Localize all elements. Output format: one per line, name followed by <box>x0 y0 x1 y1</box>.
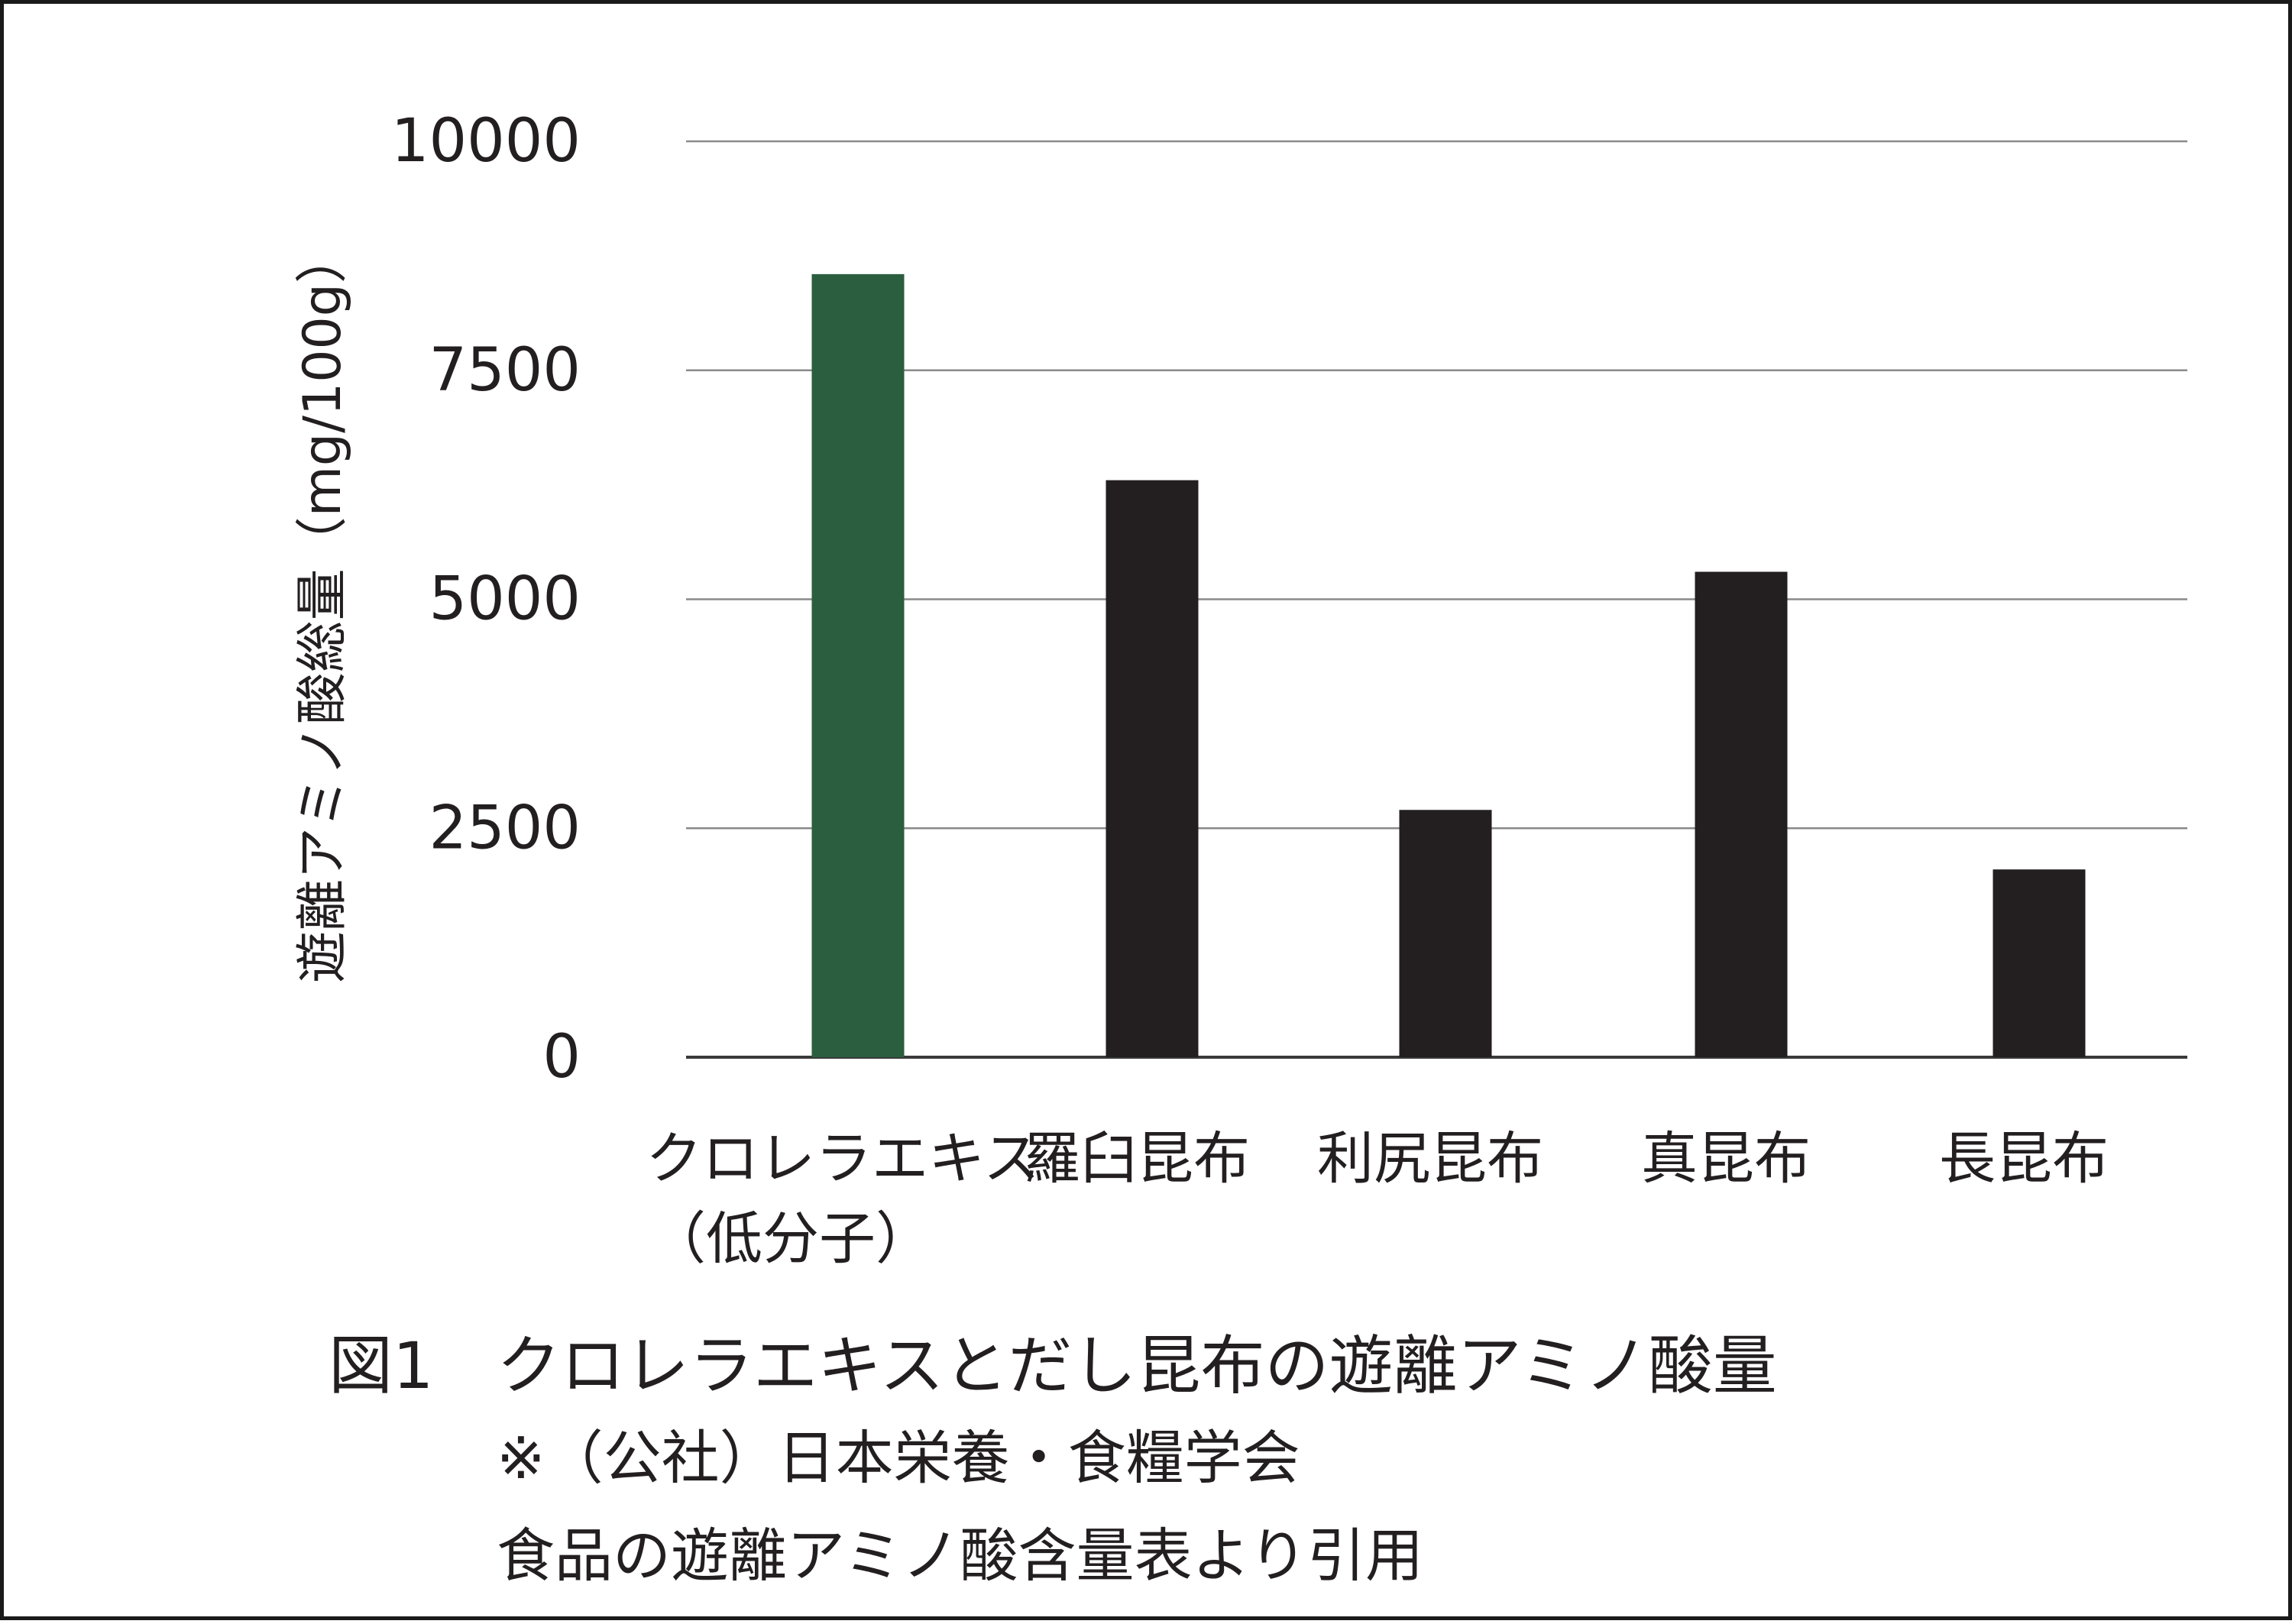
bar-chart: 0 2500 5000 7500 10000 クロレラエキス （低分子） 羅臼昆布 利尻昆布 真… <box>293 107 2187 1272</box>
x-tick-label: 利尻昆布 <box>1317 1126 1543 1192</box>
x-tick-label: 長昆布 <box>1939 1126 2109 1192</box>
figure-label: 図1 <box>329 1328 434 1403</box>
x-tick-label: 羅臼昆布 <box>1024 1126 1250 1192</box>
bar <box>1993 869 2086 1057</box>
x-tick-label: 真昆布 <box>1641 1126 1811 1192</box>
bars <box>811 273 2086 1058</box>
bar <box>1106 480 1199 1057</box>
y-tick-label: 0 <box>542 1023 581 1092</box>
figure-source-note-line2: 食品の遊離アミノ酸含量表より引用 <box>497 1522 1423 1590</box>
x-tick-label-subline: （低分子） <box>649 1206 932 1272</box>
y-axis-label: 遊離アミノ酸総量（mg/100g） <box>293 231 353 983</box>
figure-title: クロレラエキスとだし昆布の遊離アミノ酸量 <box>497 1328 1777 1403</box>
bar <box>811 273 905 1058</box>
y-tick-label: 5000 <box>429 565 581 634</box>
y-tick-label: 10000 <box>391 107 581 176</box>
y-tick-label: 7500 <box>429 336 581 405</box>
x-tick-label: クロレラエキス <box>646 1126 1040 1192</box>
y-tick-label: 2500 <box>429 794 581 862</box>
y-axis-ticks: 0 2500 5000 7500 10000 <box>391 107 581 1092</box>
figure-source-note-line1: ※（公社）日本栄養・食糧学会 <box>497 1424 1300 1492</box>
bar <box>1695 571 1788 1057</box>
bar <box>1399 810 1492 1057</box>
x-axis-labels: クロレラエキス （低分子） 羅臼昆布 利尻昆布 真昆布 長昆布 <box>646 1126 2109 1272</box>
